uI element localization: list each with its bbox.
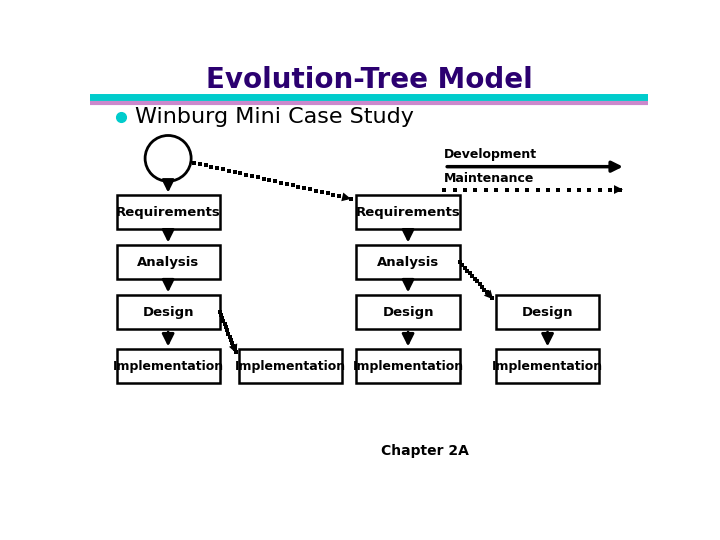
FancyBboxPatch shape [117, 349, 220, 383]
Text: Design: Design [382, 306, 434, 319]
FancyBboxPatch shape [496, 295, 599, 329]
FancyBboxPatch shape [356, 295, 459, 329]
Text: Design: Design [522, 306, 573, 319]
Text: Analysis: Analysis [137, 256, 199, 269]
Text: Analysis: Analysis [377, 256, 439, 269]
FancyBboxPatch shape [356, 349, 459, 383]
FancyBboxPatch shape [117, 195, 220, 230]
Text: Implementation: Implementation [353, 360, 464, 373]
Text: Evolution-Tree Model: Evolution-Tree Model [206, 66, 532, 94]
Text: Implementation: Implementation [112, 360, 224, 373]
FancyBboxPatch shape [356, 245, 459, 279]
Text: Winburg Mini Case Study: Winburg Mini Case Study [135, 107, 413, 127]
FancyBboxPatch shape [496, 349, 599, 383]
FancyBboxPatch shape [117, 295, 220, 329]
Text: Design: Design [143, 306, 194, 319]
FancyBboxPatch shape [117, 245, 220, 279]
Ellipse shape [145, 136, 191, 181]
Text: Chapter 2A: Chapter 2A [381, 444, 469, 458]
FancyBboxPatch shape [356, 195, 459, 230]
Text: Maintenance: Maintenance [444, 172, 535, 185]
Text: Requirements: Requirements [116, 206, 220, 219]
FancyBboxPatch shape [239, 349, 343, 383]
Text: Implementation: Implementation [492, 360, 603, 373]
Text: Requirements: Requirements [356, 206, 460, 219]
Text: Implementation: Implementation [235, 360, 346, 373]
Text: Development: Development [444, 148, 537, 161]
